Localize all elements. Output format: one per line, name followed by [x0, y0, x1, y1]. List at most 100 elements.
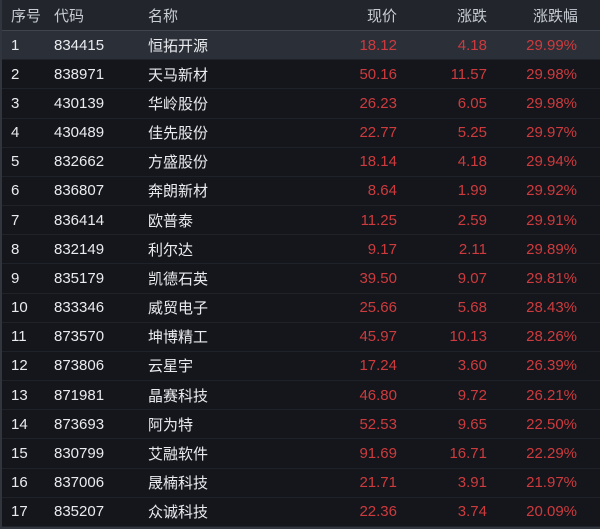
stock-change: 3.74 — [457, 503, 487, 521]
header-change-percent-label: 涨跌幅 — [532, 7, 577, 25]
stock-code: 830799 — [54, 444, 105, 462]
row-index: 7 — [11, 211, 20, 229]
row-index: 14 — [11, 415, 28, 433]
stock-code: 835179 — [54, 269, 105, 287]
row-index: 4 — [11, 124, 20, 142]
stock-code: 873693 — [54, 415, 105, 433]
stock-change-percent: 26.39% — [526, 357, 577, 375]
stock-name: 方盛股份 — [148, 154, 209, 172]
stock-code: 836807 — [54, 182, 105, 200]
stock-price: 8.64 — [367, 182, 397, 200]
header-change[interactable]: 涨跌 — [456, 7, 487, 25]
table-row[interactable]: 15 830799 艾融软件 91.69 16.71 22.29% — [2, 439, 600, 469]
table-row[interactable]: 5 832662 方盛股份 18.14 4.18 29.94% — [2, 147, 600, 177]
table-row[interactable]: 13 871981 晶赛科技 46.80 9.72 26.21% — [2, 381, 600, 411]
stock-change: 3.91 — [457, 474, 487, 492]
stock-change: 9.65 — [457, 415, 487, 433]
stock-price: 52.53 — [359, 415, 397, 433]
row-index: 12 — [11, 357, 28, 375]
stock-code: 836414 — [54, 211, 105, 229]
stock-price: 17.24 — [359, 357, 397, 375]
stock-name: 奔朗新材 — [148, 183, 209, 201]
header-index[interactable]: 序号 — [11, 7, 42, 25]
stock-change: 9.07 — [457, 269, 487, 287]
stock-change: 2.11 — [458, 240, 487, 258]
stock-price: 22.77 — [359, 124, 397, 142]
stock-code: 873806 — [54, 357, 105, 375]
stock-code: 873570 — [54, 328, 105, 346]
stock-change-percent: 22.29% — [526, 444, 577, 462]
table-body: 1 834415 恒拓开源 18.12 4.18 29.99% 2 838971 天马新材 50.… — [2, 31, 600, 527]
table-row[interactable]: 17 835207 众诚科技 22.36 3.74 20.09% — [2, 497, 600, 527]
stock-name: 坤博精工 — [148, 329, 209, 347]
header-name[interactable]: 名称 — [148, 7, 179, 25]
stock-code: 833346 — [54, 299, 105, 317]
stock-name: 恒拓开源 — [148, 37, 209, 55]
stock-change-percent: 29.98% — [526, 65, 577, 83]
stock-name: 众诚科技 — [148, 504, 209, 522]
stock-code: 838971 — [54, 65, 105, 83]
stock-code: 832662 — [54, 153, 105, 171]
stock-code: 835207 — [54, 503, 105, 521]
stock-change-percent: 21.97% — [526, 474, 577, 492]
stock-code: 834415 — [54, 36, 105, 54]
table-row[interactable]: 4 430489 佳先股份 22.77 5.25 29.97% — [2, 118, 600, 148]
row-index: 6 — [11, 182, 20, 200]
stock-change: 1.99 — [457, 182, 487, 200]
table-row[interactable]: 6 836807 奔朗新材 8.64 1.99 29.92% — [2, 176, 600, 207]
table-header: 序号 代码 名称 现价 涨跌 涨跌幅 — [2, 0, 600, 31]
stock-price: 18.12 — [359, 36, 397, 54]
stock-change-percent: 29.92% — [526, 182, 577, 200]
row-index: 17 — [11, 503, 28, 521]
row-index: 11 — [11, 328, 27, 346]
stock-change: 4.18 — [457, 153, 487, 171]
table-row[interactable]: 2 838971 天马新材 50.16 11.57 29.98% — [2, 60, 600, 90]
stock-code: 871981 — [54, 386, 105, 404]
table-row[interactable]: 14 873693 阿为特 52.53 9.65 22.50% — [2, 410, 600, 440]
row-index: 9 — [11, 269, 20, 287]
stock-change-percent: 29.99% — [526, 36, 577, 54]
stock-name: 天马新材 — [148, 66, 209, 84]
stock-change: 2.59 — [457, 211, 487, 229]
stock-name: 晟楠科技 — [148, 475, 209, 493]
stock-change: 4.18 — [457, 36, 487, 54]
stock-price: 50.16 — [359, 65, 397, 83]
stock-price: 45.97 — [359, 328, 397, 346]
stock-change: 11.57 — [450, 65, 487, 83]
stock-price: 21.71 — [359, 474, 397, 492]
stock-change: 9.72 — [457, 386, 487, 404]
row-index: 16 — [11, 474, 28, 492]
stock-price: 22.36 — [359, 503, 397, 521]
stock-price: 18.14 — [359, 153, 397, 171]
stock-name: 云星宇 — [148, 358, 194, 376]
stock-name: 阿为特 — [148, 416, 194, 434]
stock-change-percent: 22.50% — [526, 415, 577, 433]
stock-change: 3.60 — [457, 357, 487, 375]
stock-name: 佳先股份 — [148, 125, 209, 143]
row-index: 13 — [11, 386, 28, 404]
row-index: 5 — [11, 153, 20, 171]
table-row[interactable]: 16 837006 晟楠科技 21.71 3.91 21.97% — [2, 468, 600, 498]
stock-price: 25.66 — [359, 299, 397, 317]
stock-code: 837006 — [54, 474, 105, 492]
header-change-percent[interactable]: 涨跌幅 — [487, 5, 577, 26]
table-row[interactable]: 1 834415 恒拓开源 18.12 4.18 29.99% — [2, 31, 600, 61]
stock-price: 39.50 — [359, 269, 397, 287]
table-row[interactable]: 8 832149 利尔达 9.17 2.11 29.89% — [2, 235, 600, 265]
table-row[interactable]: 10 833346 威贸电子 25.66 5.68 28.43% — [2, 293, 600, 323]
table-row[interactable]: 11 873570 坤博精工 45.97 10.13 28.26% — [2, 322, 600, 352]
stock-price: 9.17 — [367, 240, 397, 258]
stock-change: 5.25 — [457, 124, 487, 142]
header-code[interactable]: 代码 — [54, 7, 85, 25]
table-row[interactable]: 9 835179 凯德石英 39.50 9.07 29.81% — [2, 264, 600, 294]
stock-change-percent: 29.94% — [526, 153, 577, 171]
stock-change-percent: 29.89% — [526, 240, 577, 258]
stock-name: 欧普泰 — [148, 212, 194, 230]
table-row[interactable]: 12 873806 云星宇 17.24 3.60 26.39% — [2, 351, 600, 382]
table-row[interactable]: 7 836414 欧普泰 11.25 2.59 29.91% — [2, 206, 600, 236]
row-index: 2 — [11, 65, 20, 83]
header-price[interactable]: 现价 — [366, 7, 397, 25]
table-row[interactable]: 3 430139 华岭股份 26.23 6.05 29.98% — [2, 89, 600, 119]
stock-price: 46.80 — [359, 386, 397, 404]
stock-name: 艾融软件 — [148, 445, 209, 463]
